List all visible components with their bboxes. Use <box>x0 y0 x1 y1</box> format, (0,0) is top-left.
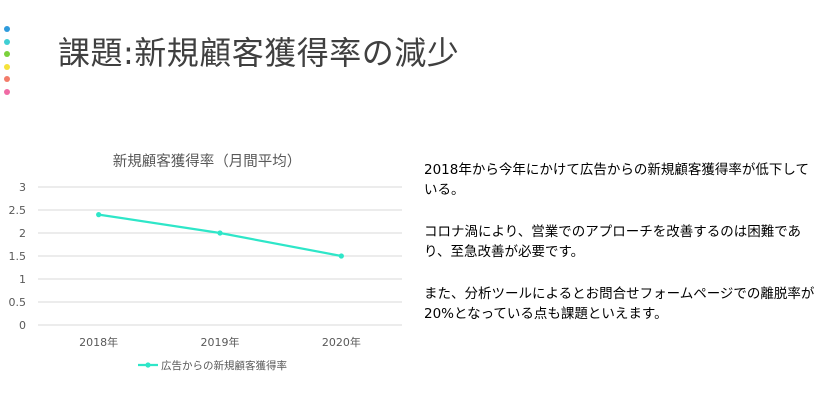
chart-legend: 広告からの新規顧客獲得率 <box>138 359 287 372</box>
body-text: 2018年から今年にかけて広告からの新規顧客獲得率が低下している。 コロナ渦によ… <box>424 160 820 346</box>
data-point <box>217 230 223 236</box>
decor-dot-icon <box>4 38 10 45</box>
y-tick-label: 2.5 <box>9 204 27 217</box>
decor-dot-icon <box>4 88 10 95</box>
y-axis-ticks: 0 0.5 1 1.5 2 2.5 3 <box>9 181 27 332</box>
decor-dot-icon <box>4 51 10 57</box>
decor-dot-icon <box>4 76 10 82</box>
paragraph-bounce-rate: また、分析ツールによるとお問合せフォームページでの離脱率が20%となっている点も… <box>424 286 815 322</box>
chart-title: 新規顧客獲得率（月間平均） <box>113 153 302 170</box>
decor-dot-icon <box>4 63 10 70</box>
y-tick-label: 1 <box>19 273 26 286</box>
x-axis-ticks: 2018年 2019年 2020年 <box>79 335 361 349</box>
y-tick-label: 0.5 <box>9 296 27 309</box>
chart-gridlines <box>38 186 402 326</box>
x-tick-label: 2018年 <box>79 335 118 349</box>
paragraph-decline: 2018年から今年にかけて広告からの新規顧客獲得率が低下している。 <box>424 162 809 198</box>
chart-series <box>96 212 344 259</box>
y-tick-label: 2 <box>19 227 26 240</box>
decorative-dots <box>4 26 14 101</box>
chart-canvas: 新規顧客獲得率（月間平均） 00.511.522.53 2018年 2019年 20… <box>9 153 402 372</box>
slide-title: 課題:新規顧客獲得率の減少 <box>58 34 460 72</box>
legend-label: 広告からの新規顧客獲得率 <box>161 359 287 372</box>
y-tick-label: 0 <box>19 319 26 332</box>
y-tick-label: 1.5 <box>9 250 27 263</box>
y-tick-label: 3 <box>19 181 26 194</box>
decor-dot-icon <box>4 26 10 32</box>
line-chart: 新規顧客獲得率（月間平均） 0 0.5 1 1.5 2 2.5 3 2018年 2019年 20… <box>0 140 420 400</box>
legend-marker-icon <box>145 362 151 368</box>
data-point <box>96 212 102 218</box>
data-point <box>338 253 344 259</box>
paragraph-corona: コロナ渦により、営業でのアプローチを改善するのは困難であり、至急改善が必要です。 <box>424 224 802 260</box>
x-tick-label: 2019年 <box>201 335 240 349</box>
x-tick-label: 2020年 <box>322 335 361 349</box>
